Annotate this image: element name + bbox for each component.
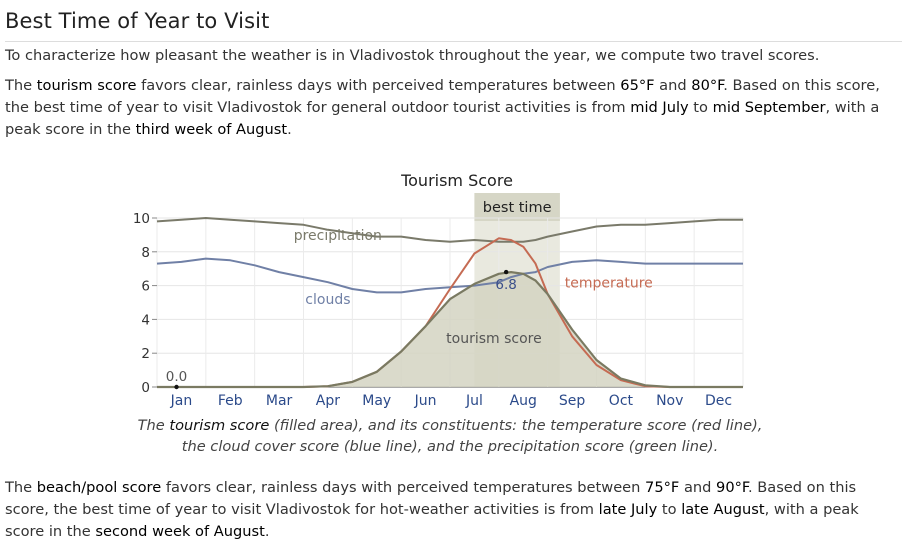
x-tick-label: Dec <box>705 393 732 409</box>
series-annotation: temperature <box>565 275 653 291</box>
text-run: . Based on this score, the best time of … <box>5 479 857 518</box>
point-marker <box>174 384 179 390</box>
text-run: and <box>654 77 692 94</box>
x-tick-label: Aug <box>510 393 537 409</box>
clouds-line <box>156 257 743 294</box>
y-tick-label: 6 <box>141 279 150 295</box>
temp-max: 80°F <box>691 77 724 94</box>
caption-tourism-score: tourism score <box>169 417 270 434</box>
caption-run: The <box>137 417 170 434</box>
point-label: 0.0 <box>166 369 187 385</box>
chart-title: Tourism Score <box>400 171 513 190</box>
text-run: The <box>5 479 37 496</box>
beach-temp-min: 75°F <box>645 479 680 496</box>
x-tick-label: Oct <box>609 393 634 409</box>
temp-min: 65°F <box>620 77 655 94</box>
x-tick-label: Jun <box>414 393 437 409</box>
text-run: . <box>287 121 292 138</box>
point-label: 6.8 <box>495 277 516 293</box>
x-tick-label: Nov <box>656 393 683 409</box>
best-time-header <box>474 193 560 221</box>
series-annotation: clouds <box>305 292 350 308</box>
text-run: to <box>657 501 682 518</box>
x-tick-label: Jan <box>170 393 193 409</box>
x-tick-label: May <box>362 393 391 409</box>
text-run: favors clear, rainless days with perceiv… <box>136 77 621 94</box>
section-title: Best Time of Year to Visit <box>5 9 270 33</box>
beach-best-end: late August <box>681 501 765 518</box>
x-tick-label: Mar <box>266 393 293 409</box>
y-tick-label: 8 <box>141 245 150 261</box>
beach-temp-max: 90°F <box>716 479 748 496</box>
series-annotation: tourism score <box>446 331 542 347</box>
y-tick-label: 0 <box>141 380 150 396</box>
text-run: , with a peak score in the <box>5 501 859 540</box>
text-run: The <box>5 77 37 94</box>
caption-run: (filled area), and its constituents: the… <box>181 417 763 455</box>
x-tick-label: Jul <box>465 393 483 409</box>
beach-peak-week: second week of August <box>95 523 265 540</box>
chart-caption: The tourism score (filled area), and its… <box>130 415 770 457</box>
text-run: . Based on this score, the best time of … <box>5 77 880 116</box>
precipitation-line <box>156 217 743 243</box>
series-annotation: precipitation <box>294 228 382 244</box>
intro-paragraph: To characterize how pleasant the weather… <box>5 47 820 64</box>
x-tick-label: Apr <box>316 393 340 409</box>
beach-score-paragraph: The beach/pool score favors clear, rainl… <box>5 477 900 543</box>
text-run: and <box>679 479 717 496</box>
best-time-label: best time <box>483 200 552 216</box>
x-tick-label: Feb <box>218 393 243 409</box>
point-marker <box>503 269 509 275</box>
beach-score-link[interactable]: beach/pool score <box>36 479 162 496</box>
beach-best-start: late July <box>598 501 658 518</box>
text-run: . <box>264 523 270 540</box>
tourism-score-chart: best time 0 2 4 6 8 10 Jan Feb Mar Apr May Jun Jul Aug… <box>133 171 744 409</box>
best-start: mid July <box>630 99 689 116</box>
tourism-score-area <box>157 272 743 387</box>
x-tick-label: Sep <box>559 393 586 409</box>
peak-week: third week of August <box>135 121 288 138</box>
text-run: favors clear, rainless days with perceiv… <box>161 479 646 496</box>
y-tick-label: 4 <box>141 312 150 328</box>
y-tick-label: 10 <box>133 211 150 227</box>
text-run: to <box>688 99 713 116</box>
title-divider <box>5 41 902 42</box>
text-run: , with a peak score in the <box>5 99 880 138</box>
tourism-score-paragraph: The tourism score favors clear, rainless… <box>5 75 900 141</box>
y-tick-label: 2 <box>141 346 150 362</box>
tourism-score-link[interactable]: tourism score <box>36 77 137 94</box>
best-end: mid September <box>712 99 826 116</box>
tourism-score-line <box>157 271 743 389</box>
